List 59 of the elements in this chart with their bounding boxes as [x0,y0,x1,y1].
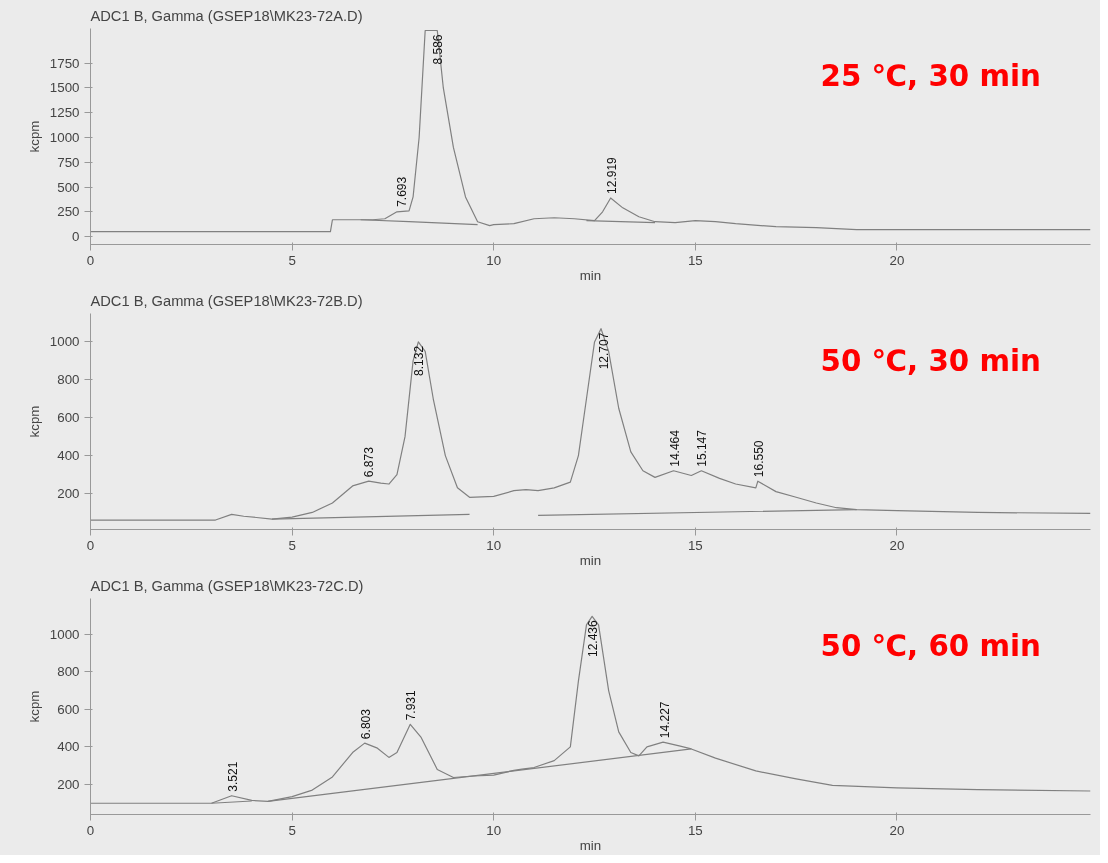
y-axis-title: kcpm [26,690,42,723]
x-tick-label: 15 [687,537,703,553]
y-tick-label: 250 [57,204,80,220]
annotation: 8.132 [412,345,427,376]
chart-title: ADC1 B, Gamma (GSEP18\MK23-72C.D) [90,577,364,594]
x-tick-label: 10 [486,537,502,553]
y-tick-label: 1000 [49,334,80,350]
annotation: 12.436 [585,620,600,658]
annotation: 3.521 [226,761,241,792]
y-tick-label: 800 [57,664,80,680]
y-tick-label: 200 [57,776,80,792]
x-tick-label: 15 [687,822,703,838]
annotation: 7.693 [394,176,409,207]
y-tick-label: 800 [57,372,80,388]
x-tick-label: 15 [687,252,703,268]
annotation: 14.227 [658,701,673,739]
x-axis-title: min [579,837,602,853]
y-tick-label: 400 [57,739,80,755]
chart-title: ADC1 B, Gamma (GSEP18\MK23-72A.D) [90,7,363,24]
annotation: 15.147 [695,429,710,467]
y-tick-label: 1500 [49,80,80,96]
annotation: 6.873 [361,446,376,478]
y-tick-label: 750 [57,154,80,170]
x-tick-label: 20 [889,537,905,553]
annotation: 12.707 [596,332,611,370]
annotation: 25 ℃, 30 min [820,59,1041,94]
y-axis-title: kcpm [26,120,42,153]
x-tick-label: 0 [86,537,95,553]
x-tick-label: 5 [288,822,296,838]
y-tick-label: 400 [57,448,80,464]
x-tick-label: 10 [486,252,502,268]
chart-title: ADC1 B, Gamma (GSEP18\MK23-72B.D) [90,292,363,309]
annotation: 7.931 [404,689,419,721]
annotation: 16.550 [751,440,766,478]
y-tick-label: 1250 [49,105,80,121]
x-axis-title: min [579,552,602,568]
y-tick-label: 500 [57,179,80,195]
y-tick-label: 600 [57,701,80,717]
annotation: 50 ℃, 60 min [820,629,1041,664]
x-axis-title: min [579,267,602,283]
annotation: 14.464 [667,429,682,467]
x-tick-label: 5 [288,537,296,553]
x-tick-label: 0 [86,822,95,838]
y-tick-label: 0 [72,229,80,245]
y-tick-label: 600 [57,410,80,426]
x-tick-label: 20 [889,252,905,268]
annotation: 12.919 [605,156,620,194]
x-tick-label: 5 [288,252,296,268]
y-tick-label: 200 [57,486,80,501]
x-tick-label: 10 [486,822,502,838]
y-axis-title: kcpm [26,405,42,438]
annotation: 8.586 [430,34,445,65]
x-tick-label: 0 [86,252,95,268]
y-tick-label: 1750 [49,55,80,71]
x-tick-label: 20 [889,822,905,838]
y-tick-label: 1000 [49,129,80,145]
annotation: 50 ℃, 30 min [820,344,1041,379]
annotation: 6.803 [358,708,373,740]
y-tick-label: 1000 [49,626,80,642]
